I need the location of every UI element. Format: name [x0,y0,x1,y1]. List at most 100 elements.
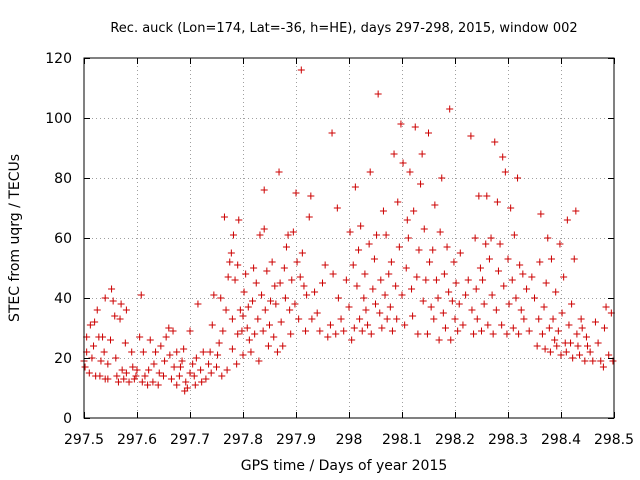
data-point [145,366,153,374]
data-point [240,288,248,296]
data-point [107,336,114,344]
data-point [411,123,419,131]
data-point [109,297,117,305]
data-point [483,192,491,200]
data-point [552,288,560,296]
data-point [173,348,181,356]
data-point [366,168,374,176]
data-point [542,279,550,287]
data-point [573,330,581,338]
data-point [300,282,308,290]
data-point [113,372,121,380]
data-point [494,267,502,275]
data-point [350,324,358,332]
data-point [577,315,585,323]
data-point [584,342,591,350]
data-point [533,342,541,350]
data-point [167,375,175,383]
data-point [471,234,479,242]
data-point [370,255,378,263]
data-point [228,345,236,353]
data-point [150,360,158,368]
data-point [443,243,451,251]
data-point [295,315,303,323]
data-point [298,249,306,257]
data-point [452,279,460,287]
data-point [183,384,191,392]
data-point [155,369,163,377]
data-point [108,285,116,293]
data-point [231,276,239,284]
data-point [567,339,575,347]
data-point [162,333,170,341]
data-point [478,327,485,335]
data-point [462,291,470,299]
data-point [111,312,119,320]
chart-title: Rec. auck (Lon=174, Lat=-36, h=HE), days… [110,21,577,36]
data-point [220,213,228,221]
x-tick-label: 298.5 [594,432,634,448]
data-point [276,279,284,287]
data-point [394,198,402,206]
data-point [387,258,395,266]
data-point [423,330,431,338]
data-point [537,210,545,218]
data-point [581,357,589,365]
data-point [409,312,417,320]
data-point [362,306,370,314]
data-point [558,309,566,317]
data-point [272,300,280,308]
data-point [128,348,136,356]
data-point [538,330,546,338]
data-point [549,315,557,323]
data-point [213,363,220,371]
data-point [244,303,252,311]
data-point [334,294,342,302]
data-point [154,381,162,389]
data-point [434,294,442,302]
data-point [397,120,405,128]
data-point [582,333,590,341]
data-point [340,327,348,335]
data-point [149,378,157,386]
data-point [307,192,315,200]
data-point [226,258,234,266]
data-point [260,225,268,233]
data-point [259,327,267,335]
data-point [404,234,412,242]
data-point [540,303,548,311]
data-point [439,309,447,317]
data-point [261,306,269,314]
data-point [356,315,364,323]
data-point [100,348,108,356]
data-point [541,345,549,353]
data-point [197,366,205,374]
data-point [562,348,570,356]
data-point [492,306,500,314]
data-point [589,357,597,365]
y-tick-label: 120 [45,51,72,67]
data-point [600,324,608,332]
data-point [198,378,206,386]
data-point [194,300,202,308]
data-point [229,231,237,239]
data-point [321,261,329,269]
data-point [406,168,414,176]
data-point [186,327,194,335]
data-point [192,354,200,362]
data-point [459,321,467,329]
y-tick-label: 100 [45,111,72,127]
data-point [267,297,275,305]
data-point [413,273,421,281]
data-point [431,201,439,209]
data-point [418,150,426,158]
data-point [427,303,435,311]
data-point [157,342,165,350]
data-point [419,297,427,305]
data-points [80,66,617,395]
data-point [554,327,562,335]
data-point [205,360,213,368]
data-point [425,129,432,137]
data-point [553,342,561,350]
